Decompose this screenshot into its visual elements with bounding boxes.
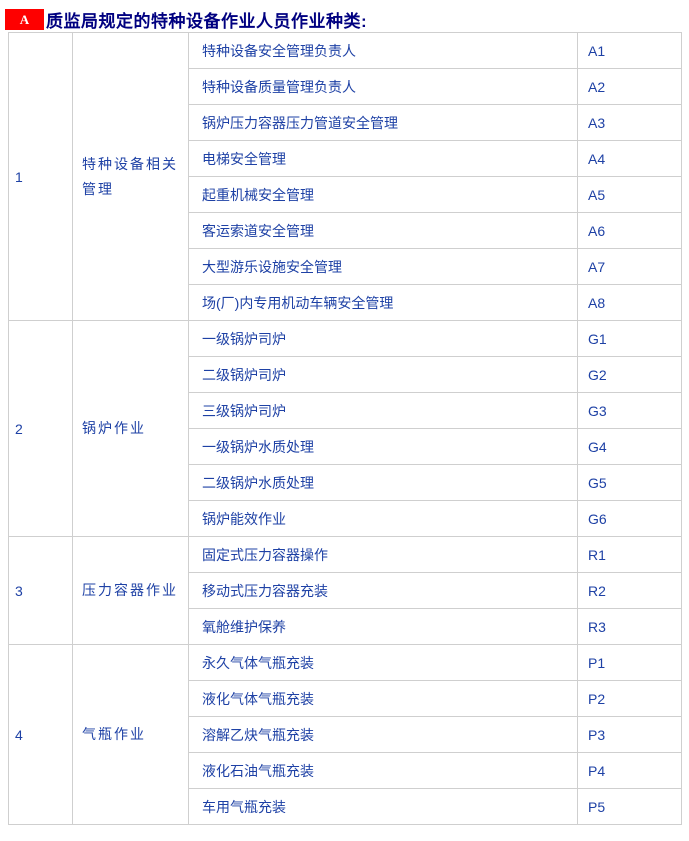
item-name-cell: 特种设备安全管理负责人 — [188, 32, 578, 69]
item-name-cell: 起重机械安全管理 — [188, 176, 578, 213]
item-name-cell: 永久气体气瓶充装 — [188, 644, 578, 681]
item-name-cell: 锅炉压力容器压力管道安全管理 — [188, 104, 578, 141]
table-row: 大型游乐设施安全管理 A7 — [9, 248, 682, 285]
table-row: 1 特种设备相关管理 特种设备安全管理负责人 A1 — [8, 32, 682, 321]
item-code-cell: R3 — [577, 608, 682, 645]
group-category-cell: 气瓶作业 — [72, 644, 189, 825]
item-code-cell: G5 — [577, 464, 682, 501]
table-row: 特种设备质量管理负责人 A2 — [9, 68, 682, 105]
item-code-cell: G6 — [577, 500, 682, 537]
item-name-cell: 大型游乐设施安全管理 — [188, 248, 578, 285]
item-code-cell: P4 — [577, 752, 682, 789]
item-code-cell: A5 — [577, 176, 682, 213]
item-name-cell: 二级锅炉司炉 — [188, 356, 578, 393]
item-name-cell: 一级锅炉水质处理 — [188, 428, 578, 465]
item-code-cell: R1 — [577, 536, 682, 573]
item-name-cell: 电梯安全管理 — [188, 140, 578, 177]
table-row: 客运索道安全管理 A6 — [9, 212, 682, 249]
table-row: 溶解乙炔气瓶充装 P3 — [9, 716, 682, 753]
categories-table: 1 特种设备相关管理 特种设备安全管理负责人 A1 特种设备质量管理负责人 A2 锅炉压力容… — [8, 32, 682, 825]
categories-table-body: 1 特种设备相关管理 特种设备安全管理负责人 A1 特种设备质量管理负责人 A2 锅炉压力容… — [8, 32, 682, 825]
item-name-cell: 氧舱维护保养 — [188, 608, 578, 645]
item-code-cell: R2 — [577, 572, 682, 609]
item-code-cell: P3 — [577, 716, 682, 753]
page-title: 质监局规定的特种设备作业人员作业种类: — [46, 12, 368, 31]
table-row: 液化石油气瓶充装 P4 — [9, 752, 682, 789]
table-row: 2 锅炉作业 一级锅炉司炉 G1 — [8, 320, 682, 537]
table-row: 车用气瓶充装 P5 — [9, 788, 682, 825]
table-row: 二级锅炉司炉 G2 — [9, 356, 682, 393]
group-number-cell: 3 — [8, 536, 73, 645]
table-row: 4 气瓶作业 永久气体气瓶充装 P1 — [8, 644, 682, 825]
item-code-cell: A8 — [577, 284, 682, 321]
item-name-cell: 溶解乙炔气瓶充装 — [188, 716, 578, 753]
table-row: 电梯安全管理 A4 — [9, 140, 682, 177]
table-row: 移动式压力容器充装 R2 — [9, 572, 682, 609]
item-code-cell: A6 — [577, 212, 682, 249]
item-name-cell: 二级锅炉水质处理 — [188, 464, 578, 501]
group-category-cell: 压力容器作业 — [72, 536, 189, 645]
item-name-cell: 车用气瓶充装 — [188, 788, 578, 825]
item-name-cell: 液化石油气瓶充装 — [188, 752, 578, 789]
item-code-cell: A4 — [577, 140, 682, 177]
item-code-cell: G4 — [577, 428, 682, 465]
item-code-cell: A3 — [577, 104, 682, 141]
item-code-cell: P2 — [577, 680, 682, 717]
item-code-cell: A1 — [577, 32, 682, 69]
item-name-cell: 液化气体气瓶充装 — [188, 680, 578, 717]
item-name-cell: 客运索道安全管理 — [188, 212, 578, 249]
item-name-cell: 移动式压力容器充装 — [188, 572, 578, 609]
group-number-cell: 4 — [8, 644, 73, 825]
item-code-cell: P1 — [577, 644, 682, 681]
group-category-cell: 锅炉作业 — [72, 320, 189, 537]
item-code-cell: A2 — [577, 68, 682, 105]
item-name-cell: 特种设备质量管理负责人 — [188, 68, 578, 105]
table-row: 场(厂)内专用机动车辆安全管理 A8 — [9, 284, 682, 321]
group-number-cell: 2 — [8, 320, 73, 537]
table-row: 三级锅炉司炉 G3 — [9, 392, 682, 429]
table-row: 3 压力容器作业 固定式压力容器操作 R1 — [8, 536, 682, 645]
table-row: 起重机械安全管理 A5 — [9, 176, 682, 213]
item-name-cell: 三级锅炉司炉 — [188, 392, 578, 429]
item-code-cell: G1 — [577, 320, 682, 357]
item-name-cell: 固定式压力容器操作 — [188, 536, 578, 573]
item-code-cell: G3 — [577, 392, 682, 429]
table-row: 锅炉压力容器压力管道安全管理 A3 — [9, 104, 682, 141]
table-row: 二级锅炉水质处理 G5 — [9, 464, 682, 501]
table-row: 锅炉能效作业 G6 — [9, 500, 682, 537]
item-name-cell: 场(厂)内专用机动车辆安全管理 — [188, 284, 578, 321]
table-row: 液化气体气瓶充装 P2 — [9, 680, 682, 717]
table-row: 氧舱维护保养 R3 — [9, 608, 682, 645]
item-name-cell: 锅炉能效作业 — [188, 500, 578, 537]
item-code-cell: G2 — [577, 356, 682, 393]
group-category-cell: 特种设备相关管理 — [72, 32, 189, 321]
section-header: A 质监局规定的特种设备作业人员作业种类: — [0, 0, 689, 32]
section-badge: A — [5, 9, 44, 30]
group-number-cell: 1 — [8, 32, 73, 321]
item-code-cell: A7 — [577, 248, 682, 285]
item-code-cell: P5 — [577, 788, 682, 825]
item-name-cell: 一级锅炉司炉 — [188, 320, 578, 357]
